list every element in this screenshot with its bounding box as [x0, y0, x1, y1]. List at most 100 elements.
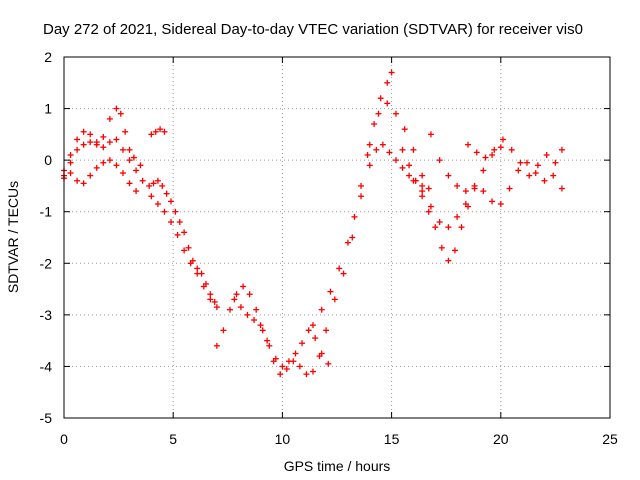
data-point	[187, 260, 194, 267]
data-point	[113, 105, 120, 112]
data-point	[266, 342, 273, 349]
x-tick-label: 5	[169, 431, 177, 447]
data-point	[303, 371, 310, 378]
data-point	[497, 200, 504, 207]
series-7	[213, 283, 332, 370]
data-point	[67, 151, 74, 158]
data-point	[237, 304, 244, 311]
data-point	[351, 213, 358, 220]
gridlines	[64, 57, 610, 418]
axis-ticks	[63, 56, 611, 419]
data-point	[106, 115, 113, 122]
data-point	[454, 213, 461, 220]
data-point	[100, 144, 107, 151]
data-point	[305, 327, 312, 334]
data-point	[558, 146, 565, 153]
data-point	[325, 360, 332, 367]
data-point	[226, 306, 233, 313]
data-point	[419, 182, 426, 189]
data-point	[550, 172, 557, 179]
data-point	[366, 162, 373, 169]
data-point	[401, 126, 408, 133]
data-point	[119, 146, 126, 153]
data-point	[526, 172, 533, 179]
data-point	[489, 151, 496, 158]
data-point	[283, 366, 290, 373]
data-point	[465, 141, 472, 148]
data-point	[427, 131, 434, 138]
data-point	[100, 133, 107, 140]
data-point	[133, 167, 140, 174]
data-point	[257, 322, 264, 329]
series-5	[148, 193, 220, 311]
data-point	[176, 219, 183, 226]
x-tick-label: 20	[493, 431, 509, 447]
data-point	[419, 172, 426, 179]
data-point	[161, 128, 168, 135]
data-point	[445, 172, 452, 179]
data-point	[93, 164, 100, 171]
data-point	[137, 162, 144, 169]
data-point	[93, 141, 100, 148]
data-point	[473, 149, 480, 156]
data-point	[146, 182, 153, 189]
data-point	[168, 198, 175, 205]
data-point	[100, 159, 107, 166]
data-point	[246, 291, 253, 298]
data-point	[340, 270, 347, 277]
data-point	[384, 100, 391, 107]
data-point	[150, 180, 157, 187]
data-point	[154, 200, 161, 207]
data-point	[364, 151, 371, 158]
data-point	[406, 162, 413, 169]
series-3	[61, 157, 140, 195]
data-point	[323, 327, 330, 334]
data-point	[388, 69, 395, 76]
data-point	[436, 219, 443, 226]
data-point	[471, 182, 478, 189]
data-point	[174, 231, 181, 238]
data-point	[74, 146, 81, 153]
data-point	[445, 257, 452, 264]
data-point	[480, 167, 487, 174]
data-point	[451, 247, 458, 254]
data-point	[425, 185, 432, 192]
data-point	[106, 139, 113, 146]
data-point	[327, 288, 334, 295]
data-point	[259, 327, 266, 334]
data-point	[312, 335, 319, 342]
data-point	[148, 193, 155, 200]
data-point	[67, 170, 74, 177]
chart-title: Day 272 of 2021, Sidereal Day-to-day VTE…	[43, 21, 583, 38]
data-point	[279, 363, 286, 370]
data-point	[438, 244, 445, 251]
data-point	[462, 188, 469, 195]
series-2	[61, 136, 146, 184]
x-tick-labels: 0 5 10 15 20 25	[60, 431, 618, 447]
series-12	[399, 146, 472, 264]
series-4	[146, 177, 218, 305]
y-tick-label: 0	[44, 152, 52, 168]
y-tick-label: -1	[40, 204, 53, 220]
data-point	[399, 146, 406, 153]
data-point	[309, 322, 316, 329]
data-point	[386, 149, 393, 156]
y-tick-label: 1	[44, 101, 52, 117]
data-point	[80, 180, 87, 187]
data-point	[87, 131, 94, 138]
data-point	[161, 208, 168, 215]
data-point	[399, 164, 406, 171]
data-point	[534, 162, 541, 169]
y-tick-labels: -5 -4 -3 -2 -1 0 1 2	[40, 49, 53, 426]
data-point	[139, 177, 146, 184]
data-point	[240, 283, 247, 290]
data-point	[331, 296, 338, 303]
series-8	[231, 296, 323, 378]
data-point	[117, 110, 124, 117]
y-axis-label: SDTVAR / TECUs	[5, 181, 21, 293]
data-point	[491, 146, 498, 153]
data-point	[541, 177, 548, 184]
series-11	[366, 141, 432, 192]
data-point	[207, 296, 214, 303]
